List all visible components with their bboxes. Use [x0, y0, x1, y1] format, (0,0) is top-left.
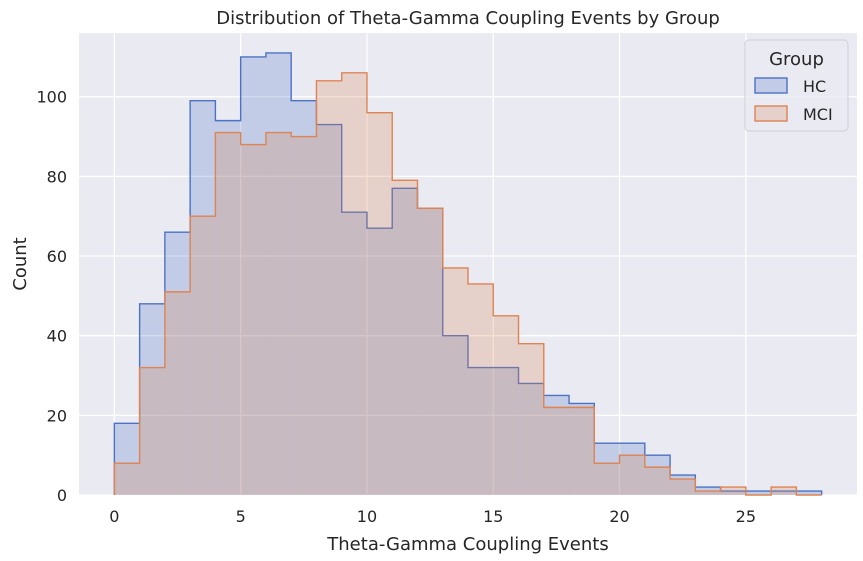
bar-hc — [240, 56, 266, 496]
y-tick-label: 80 — [47, 167, 67, 186]
bar-hc — [316, 124, 342, 495]
bar-hc — [164, 232, 191, 495]
bar-hc — [417, 208, 443, 495]
y-tick-label: 60 — [47, 247, 67, 266]
bar-mci — [594, 463, 620, 495]
bar-mci — [316, 80, 342, 496]
legend-swatch-hc — [754, 77, 788, 94]
bar-hc — [594, 443, 620, 495]
bar-mci — [493, 315, 519, 495]
chart-title: Distribution of Theta-Gamma Coupling Eve… — [216, 8, 720, 29]
bar-hc — [644, 455, 671, 495]
bar-hc — [190, 100, 216, 495]
bar-mci — [695, 491, 721, 495]
legend-label-hc: HC — [803, 77, 826, 96]
bar-mci — [265, 132, 292, 495]
x-axis-ticks: 0 5 10 15 20 25 — [109, 507, 756, 526]
bar-mci — [771, 487, 797, 495]
bar-mci — [291, 136, 317, 495]
bar-mci — [569, 407, 595, 495]
bar-hc — [745, 491, 772, 495]
bar-mci — [164, 291, 191, 495]
y-tick-label: 40 — [47, 327, 67, 346]
series-mci — [113, 72, 822, 496]
bar-hc — [291, 100, 317, 495]
bar-mci — [644, 467, 671, 495]
bar-hc — [468, 367, 494, 495]
x-tick-label: 0 — [109, 507, 119, 526]
bar-hc — [720, 491, 746, 495]
legend-title: Group — [769, 49, 824, 70]
bar-hc — [392, 188, 418, 496]
bar-hc — [543, 395, 570, 495]
bar-mci — [341, 72, 367, 496]
bar-mci — [366, 112, 393, 495]
bar-mci — [720, 487, 746, 495]
bar-mci — [139, 367, 165, 495]
bar-hc — [442, 335, 468, 495]
x-axis-title: Theta-Gamma Coupling Events — [326, 534, 608, 555]
bar-mci — [114, 463, 140, 495]
bar-mci — [215, 132, 241, 495]
bar-hc — [265, 52, 292, 496]
series-hc — [113, 52, 823, 496]
legend-label-mci: MCI — [803, 105, 833, 124]
step-outline-mci — [113, 72, 822, 496]
x-tick-label: 20 — [609, 507, 629, 526]
legend: Group HC MCI — [744, 39, 849, 132]
bar-mci — [442, 267, 468, 495]
bar-hc — [518, 383, 544, 495]
legend-swatch-mci — [754, 105, 788, 122]
bar-mci — [190, 216, 216, 495]
y-tick-label: 20 — [47, 406, 67, 425]
bar-hc — [670, 475, 696, 495]
plot-area — [79, 33, 857, 495]
bar-hc — [366, 228, 393, 496]
bar-hc — [341, 212, 367, 496]
bar-hc — [139, 303, 165, 495]
bar-hc — [114, 423, 140, 495]
bar-hc — [215, 120, 241, 495]
legend-box — [744, 39, 849, 132]
bar-mci — [240, 144, 266, 495]
y-tick-label: 100 — [36, 88, 67, 107]
y-tick-label: 0 — [57, 486, 67, 505]
x-tick-label: 25 — [736, 507, 756, 526]
x-tick-label: 15 — [483, 507, 503, 526]
bar-hc — [771, 491, 797, 495]
y-axis-title: Count — [10, 237, 31, 290]
bar-mci — [417, 208, 443, 495]
bar-mci — [670, 479, 696, 495]
x-tick-label: 10 — [357, 507, 377, 526]
histogram-series — [113, 52, 823, 496]
bar-mci — [619, 455, 645, 495]
bar-mci — [468, 283, 494, 495]
bar-hc — [493, 367, 519, 495]
bar-mci — [543, 407, 570, 495]
legend-items: HC MCI — [754, 77, 833, 124]
x-tick-label: 5 — [236, 507, 246, 526]
bar-mci — [392, 180, 418, 496]
bar-hc — [569, 403, 595, 495]
bar-hc — [619, 443, 645, 495]
y-axis-ticks: 0 20 40 60 80 100 — [36, 88, 67, 505]
bar-mci — [518, 343, 544, 495]
bar-hc — [796, 491, 822, 495]
